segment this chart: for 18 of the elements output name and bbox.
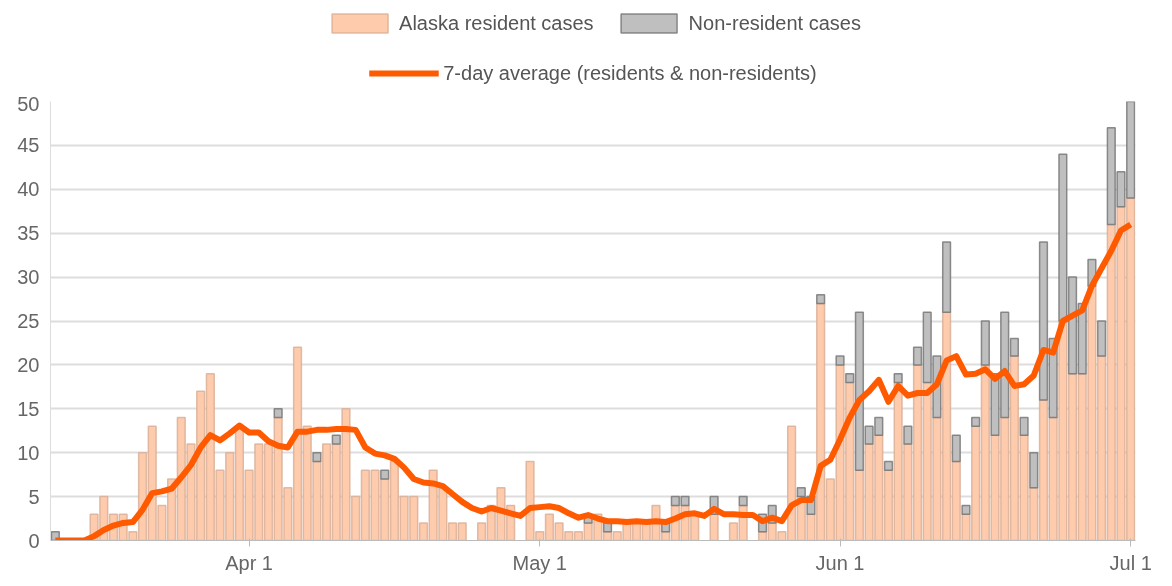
y-tick-label: 45 [17, 134, 40, 157]
y-tick-label: 30 [17, 266, 40, 289]
y-tick-label: 10 [17, 441, 40, 464]
legend-label: Non-resident cases [688, 11, 861, 35]
x-tick-label: May 1 [512, 551, 567, 574]
x-tick-label: Jul 1 [1109, 551, 1152, 574]
y-tick-label: 50 [17, 92, 40, 115]
legend-label: Alaska resident cases [399, 11, 594, 35]
x-tick-label: Apr 1 [225, 551, 273, 574]
x-tick-label: Jun 1 [815, 551, 865, 574]
y-tick-label: 25 [17, 310, 40, 332]
y-tick-label: 0 [28, 529, 40, 552]
y-tick-label: 20 [17, 353, 40, 376]
y-tick-label: 40 [17, 178, 40, 201]
y-tick-label: 35 [17, 222, 40, 245]
legend-label: 7-day average (residents & non-residents) [443, 61, 817, 85]
y-tick-label: 15 [17, 397, 40, 420]
y-tick-label: 5 [28, 485, 40, 508]
